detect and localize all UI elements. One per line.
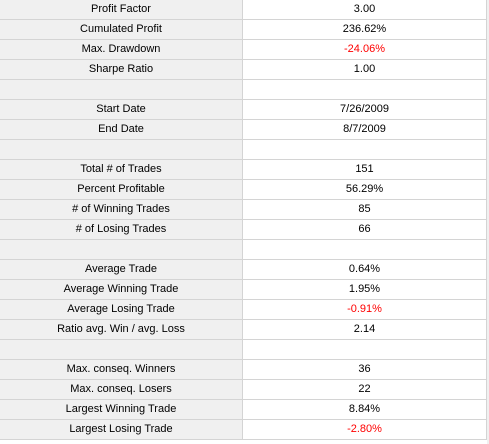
stat-row-sharpe-ratio[interactable]: Sharpe Ratio 1.00 [0,60,489,80]
row-label: Profit Factor [0,0,243,19]
row-value[interactable] [243,80,487,99]
row-label: Max. conseq. Losers [0,380,243,399]
row-label [0,240,243,259]
row-value[interactable]: 22 [243,380,487,399]
row-value[interactable]: -0.91% [243,300,487,319]
row-label: Total # of Trades [0,160,243,179]
row-label: # of Winning Trades [0,200,243,219]
row-label: Percent Profitable [0,180,243,199]
spacer-row[interactable] [0,140,489,160]
row-label: Largest Losing Trade [0,420,243,439]
stat-row-win-loss-ratio[interactable]: Ratio avg. Win / avg. Loss 2.14 [0,320,489,340]
stat-row-start-date[interactable]: Start Date 7/26/2009 [0,100,489,120]
stat-row-max-conseq-losers[interactable]: Max. conseq. Losers 22 [0,380,489,400]
row-value[interactable]: 151 [243,160,487,179]
row-label: Largest Winning Trade [0,400,243,419]
row-label: Average Winning Trade [0,280,243,299]
row-value[interactable] [243,140,487,159]
row-value[interactable] [243,240,487,259]
spacer-row[interactable] [0,80,489,100]
row-value[interactable]: 2.14 [243,320,487,339]
stat-row-max-drawdown[interactable]: Max. Drawdown -24.06% [0,40,489,60]
row-label: Average Losing Trade [0,300,243,319]
stat-row-average-winning-trade[interactable]: Average Winning Trade 1.95% [0,280,489,300]
row-value[interactable]: 1.95% [243,280,487,299]
stat-row-profit-factor[interactable]: Profit Factor 3.00 [0,0,489,20]
row-value[interactable]: 8/7/2009 [243,120,487,139]
row-label: Ratio avg. Win / avg. Loss [0,320,243,339]
right-edge-strip [487,0,489,444]
row-label: End Date [0,120,243,139]
row-label: Start Date [0,100,243,119]
stat-row-end-date[interactable]: End Date 8/7/2009 [0,120,489,140]
row-label [0,80,243,99]
row-value[interactable]: -2.80% [243,420,487,439]
row-label: Average Trade [0,260,243,279]
row-value[interactable]: 236.62% [243,20,487,39]
spacer-row[interactable] [0,240,489,260]
row-label: Sharpe Ratio [0,60,243,79]
row-value[interactable]: 36 [243,360,487,379]
row-value[interactable]: 56.29% [243,180,487,199]
row-label: Cumulated Profit [0,20,243,39]
row-value[interactable] [243,340,487,359]
row-label [0,140,243,159]
row-value[interactable]: 85 [243,200,487,219]
stat-row-losing-trades[interactable]: # of Losing Trades 66 [0,220,489,240]
stat-row-average-trade[interactable]: Average Trade 0.64% [0,260,489,280]
stat-row-max-conseq-winners[interactable]: Max. conseq. Winners 36 [0,360,489,380]
row-value[interactable]: 8.84% [243,400,487,419]
stat-row-average-losing-trade[interactable]: Average Losing Trade -0.91% [0,300,489,320]
stat-row-cumulated-profit[interactable]: Cumulated Profit 236.62% [0,20,489,40]
stat-row-winning-trades[interactable]: # of Winning Trades 85 [0,200,489,220]
stat-row-percent-profitable[interactable]: Percent Profitable 56.29% [0,180,489,200]
row-label: Max. conseq. Winners [0,360,243,379]
row-value[interactable]: 7/26/2009 [243,100,487,119]
row-label: Max. Drawdown [0,40,243,59]
row-value[interactable]: -24.06% [243,40,487,59]
row-value[interactable]: 66 [243,220,487,239]
stat-row-largest-losing-trade[interactable]: Largest Losing Trade -2.80% [0,420,489,440]
row-value[interactable]: 1.00 [243,60,487,79]
row-value[interactable]: 0.64% [243,260,487,279]
row-label [0,340,243,359]
stat-row-total-trades[interactable]: Total # of Trades 151 [0,160,489,180]
spacer-row[interactable] [0,340,489,360]
row-label: # of Losing Trades [0,220,243,239]
row-value[interactable]: 3.00 [243,0,487,19]
stat-row-largest-winning-trade[interactable]: Largest Winning Trade 8.84% [0,400,489,420]
